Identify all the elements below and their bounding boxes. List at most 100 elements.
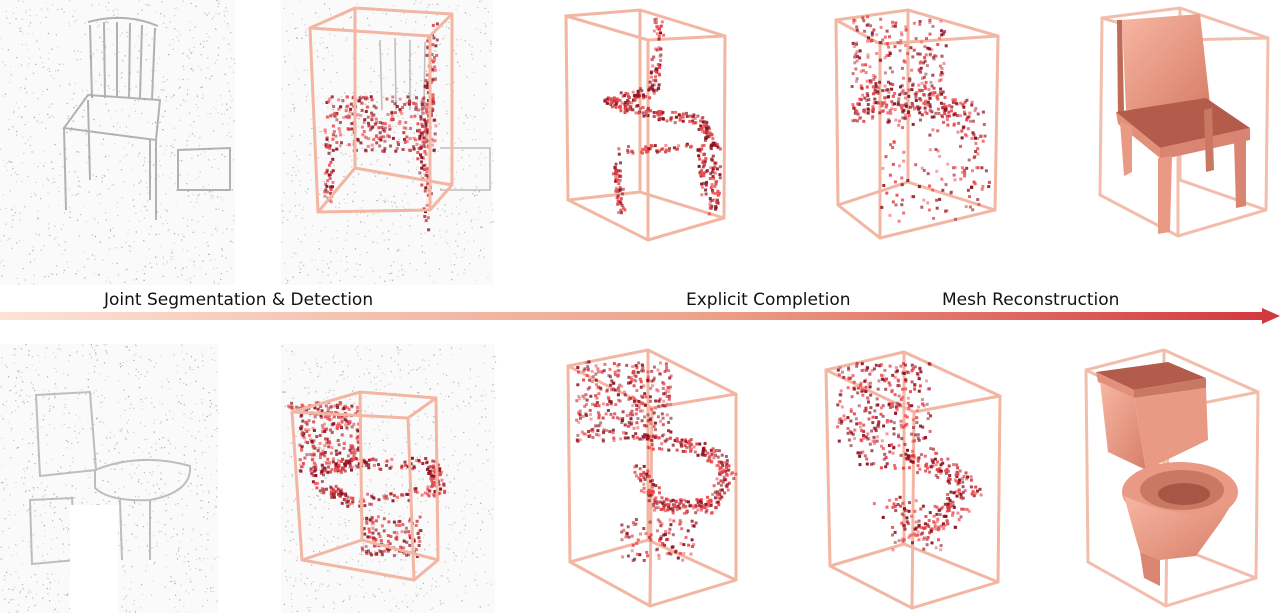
scan-point [179,378,181,380]
completion-point [866,39,870,43]
completion-point [610,105,614,109]
scan-point [121,364,123,367]
segmented-point [426,131,430,135]
segmented-point [377,126,381,130]
scan-point [340,152,342,154]
completion-point [941,188,945,192]
segmented-point [429,477,433,481]
scan-point [183,413,185,415]
scan-point [158,438,161,440]
scan-point [2,418,4,420]
scan-point [374,524,376,526]
completion-point [685,114,689,118]
scan-point [78,432,80,434]
scan-point [201,559,203,561]
scan-point [206,242,208,244]
segmented-point [326,470,330,474]
scan-point [33,92,35,94]
scan-point [222,199,224,201]
scan-point [102,479,104,482]
scan-point [81,90,84,92]
scan-point [332,173,334,175]
segmented-point [303,409,307,413]
scan-point [119,363,121,365]
scan-point [154,500,156,502]
segmented-point [439,470,443,474]
segmented-point [442,482,446,486]
scan-point [342,371,344,373]
scan-point [168,598,171,600]
scan-point [417,432,419,434]
completion-point [701,120,705,124]
segmented-point [351,500,355,504]
scan-point [314,507,316,509]
scan-point [143,472,145,474]
scan-point [30,192,32,194]
chair-scan-panel [0,0,236,285]
scan-point [174,581,176,583]
scan-point [283,7,285,9]
segmented-point [431,60,435,64]
scan-point [416,456,418,458]
segmented-point [303,428,307,432]
scan-point [226,270,228,273]
completion-point [874,82,878,86]
completion-point [870,38,874,42]
completion-point [855,119,859,123]
scan-point [201,402,203,404]
scan-point [129,117,131,119]
scan-point [174,267,177,269]
segmented-point [421,140,425,144]
scan-point [43,151,45,153]
scan-point [438,4,440,6]
scan-point [96,344,98,347]
scan-point [113,235,115,237]
scan-point [451,213,453,215]
completion-point [619,91,623,95]
completion-point [662,33,666,37]
scan-point [189,367,191,369]
scan-point [161,1,163,3]
scan-point [307,607,309,609]
completion-point [928,47,932,51]
scan-point [207,253,210,255]
scan-point [418,470,420,472]
completion-point [617,182,621,186]
segmented-point [334,465,338,468]
scan-point [58,204,60,206]
completion-point [883,71,887,75]
scan-point [481,520,483,522]
scan-point [162,436,164,439]
scan-point [101,401,103,403]
segmented-point [414,102,418,106]
segmented-point [337,107,341,111]
scan-point [113,125,115,128]
scan-point [226,109,228,111]
toilet-row [0,344,1260,613]
scan-point [189,369,191,371]
completion-point [709,199,713,203]
completion-point [891,24,895,28]
segmented-point [330,113,334,116]
scan-point [30,136,32,138]
segmented-point [380,125,384,129]
completion-point [963,100,967,104]
scan-point [117,401,119,403]
completion-point [966,188,970,192]
scan-point [451,392,453,394]
scan-point [221,154,223,156]
scan-point [54,367,56,370]
completion-point [960,136,964,140]
completion-point [618,188,622,192]
scan-point [354,191,356,193]
scan-point [52,352,54,354]
scan-point [125,398,127,400]
scan-point [204,419,206,421]
scan-point [104,379,107,381]
scan-point [233,215,235,217]
scan-point [395,233,397,235]
scan-point [129,250,131,252]
scan-point [491,182,493,184]
scan-point [185,573,188,575]
scan-point [55,356,57,358]
